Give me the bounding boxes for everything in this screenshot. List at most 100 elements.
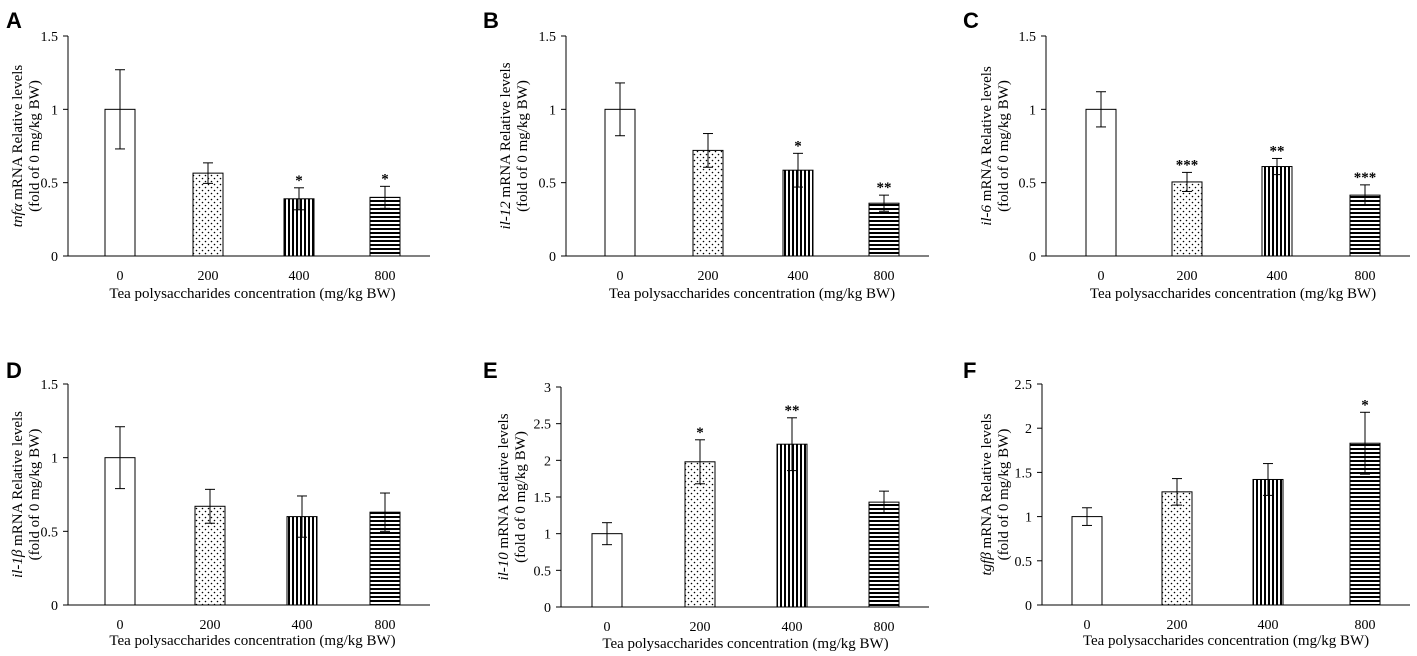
bar-0 [1085, 108, 1117, 257]
y-axis-title-text: mRNA Relative levels [10, 411, 26, 550]
y-axis-title: il-1β mRNA Relative levels(fold of 0 mg/… [10, 411, 43, 578]
y-tick-label: 0 [549, 250, 556, 265]
bar-200 [1171, 181, 1203, 257]
y-axis-title: tnfα mRNA Relative levels(fold of 0 mg/k… [10, 65, 43, 228]
x-tick-label: 800 [1355, 269, 1376, 284]
x-tick-label: 400 [292, 618, 313, 633]
y-tick-label: 1 [1029, 103, 1036, 118]
y-axis-subtitle: (fold of 0 mg/kg BW) [515, 80, 531, 212]
bar-800 [868, 501, 900, 608]
y-axis-title-text: mRNA Relative levels [498, 62, 514, 201]
x-axis-title: Tea polysaccharides concentration (mg/kg… [1090, 286, 1376, 302]
y-tick-label: 2.5 [534, 418, 552, 433]
bar-200 [684, 461, 716, 608]
bar-200 [692, 149, 724, 257]
y-axis-gene-name: tnfα [10, 202, 26, 227]
x-tick-label: 200 [1167, 618, 1188, 633]
y-tick-label: 1.5 [539, 30, 557, 45]
y-axis-title: il-6 mRNA Relative levels(fold of 0 mg/k… [979, 66, 1012, 226]
x-axis-title: Tea polysaccharides concentration (mg/kg… [109, 633, 395, 649]
x-tick-label: 400 [289, 269, 310, 284]
significance-label: * [295, 173, 303, 189]
x-tick-label: 800 [874, 620, 895, 635]
bar-400 [776, 443, 808, 608]
bar-0 [1071, 516, 1103, 606]
y-tick-label: 0.5 [41, 177, 59, 192]
y-axis-title: tgfβ mRNA Relative levels(fold of 0 mg/k… [979, 413, 1012, 575]
y-tick-label: 2.5 [1015, 378, 1033, 393]
x-tick-label: 200 [198, 269, 219, 284]
y-axis-title: il-12 mRNA Relative levels(fold of 0 mg/… [498, 62, 531, 229]
significance-label: * [696, 425, 704, 441]
y-axis-gene-name: il-12 [498, 201, 514, 230]
y-tick-label: 0 [1029, 250, 1036, 265]
x-tick-label: 400 [782, 620, 803, 635]
y-tick-label: 0.5 [1015, 555, 1033, 570]
y-axis-title-text: mRNA Relative levels [10, 65, 26, 204]
x-tick-label: 0 [1098, 269, 1105, 284]
y-tick-label: 1.5 [1015, 466, 1033, 481]
bar-200 [1161, 491, 1193, 606]
x-axis-title: Tea polysaccharides concentration (mg/kg… [602, 636, 888, 652]
y-axis-gene-name: il-1β [10, 549, 26, 578]
panel-letter-b: B [483, 8, 499, 33]
significance-label: * [794, 138, 802, 154]
significance-label: *** [1176, 157, 1199, 173]
y-axis-title-text: mRNA Relative levels [979, 66, 995, 205]
bar-400 [1252, 478, 1284, 606]
y-axis-gene-name: tgfβ [979, 552, 995, 576]
y-tick-label: 1.5 [41, 30, 59, 45]
significance-label: ** [1270, 143, 1285, 159]
bar-200 [192, 172, 224, 257]
y-axis-subtitle: (fold of 0 mg/kg BW) [996, 80, 1012, 212]
y-axis-subtitle: (fold of 0 mg/kg BW) [996, 429, 1012, 561]
y-tick-label: 1.5 [534, 491, 552, 506]
x-axis-title: Tea polysaccharides concentration (mg/kg… [1083, 633, 1369, 649]
bar-800 [868, 202, 900, 257]
significance-label: ** [785, 403, 800, 419]
y-tick-label: 1.5 [1019, 30, 1037, 45]
bar-0 [591, 533, 623, 608]
y-tick-label: 0 [51, 599, 58, 614]
x-tick-label: 0 [617, 269, 624, 284]
y-tick-label: 1 [51, 452, 58, 467]
x-tick-label: 0 [1084, 618, 1091, 633]
panel-letter-a: A [6, 8, 22, 33]
y-tick-label: 1 [544, 528, 551, 543]
y-tick-label: 0 [51, 250, 58, 265]
y-tick-label: 0.5 [534, 564, 552, 579]
y-tick-label: 1 [549, 103, 556, 118]
panel-a: A 0 0.5 1 1.5 0 200 400 * 800 * Tea polysaccharides… [6, 8, 430, 302]
y-tick-label: 0.5 [539, 177, 557, 192]
panel-c: C 0 0.5 1 1.5 0 200 *** 400 ** 800 *** Tea polysacch… [963, 8, 1410, 302]
x-tick-label: 200 [1177, 269, 1198, 284]
significance-label: *** [1354, 170, 1377, 186]
x-tick-label: 0 [117, 618, 124, 633]
x-axis-title: Tea polysaccharides concentration (mg/kg… [609, 286, 895, 302]
y-tick-label: 1 [51, 103, 58, 118]
significance-label: ** [877, 180, 892, 196]
panel-letter-d: D [6, 358, 22, 383]
x-tick-label: 400 [788, 269, 809, 284]
y-axis-gene-name: il-10 [496, 552, 512, 581]
x-tick-label: 200 [690, 620, 711, 635]
x-tick-label: 800 [1355, 618, 1376, 633]
y-axis-subtitle: (fold of 0 mg/kg BW) [513, 431, 529, 563]
y-axis-title-text: mRNA Relative levels [496, 413, 512, 552]
y-axis-gene-name: il-6 [979, 204, 995, 225]
y-tick-label: 1 [1025, 511, 1032, 526]
y-axis-title: il-10 mRNA Relative levels(fold of 0 mg/… [496, 413, 529, 580]
y-tick-label: 0 [544, 601, 551, 616]
x-tick-label: 400 [1267, 269, 1288, 284]
significance-label: * [1361, 397, 1369, 413]
bar-400 [1261, 166, 1293, 257]
x-tick-label: 800 [375, 269, 396, 284]
significance-label: * [381, 171, 389, 187]
x-axis-title: Tea polysaccharides concentration (mg/kg… [109, 286, 395, 302]
x-tick-label: 800 [874, 269, 895, 284]
y-tick-label: 1.5 [41, 378, 59, 393]
x-tick-label: 0 [117, 269, 124, 284]
y-axis-title-text: mRNA Relative levels [979, 413, 995, 552]
